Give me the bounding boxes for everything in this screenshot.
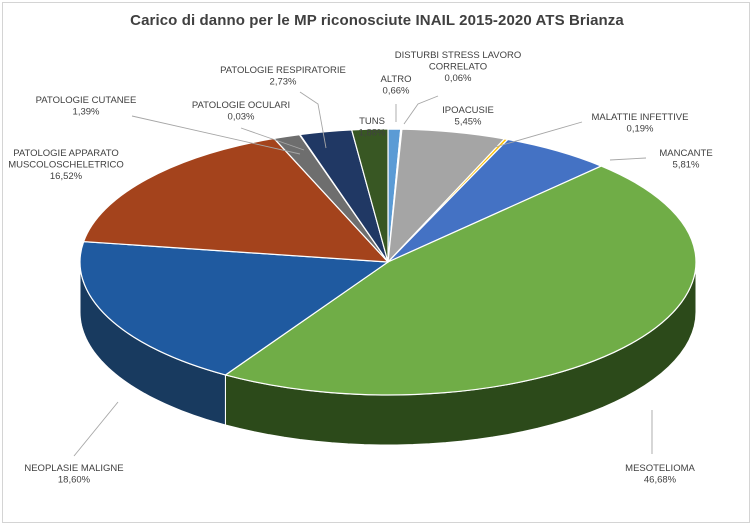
leader-line-disturbi-stress-lavoro-correlato (403, 95, 439, 125)
data-label-name-mancante: MANCANTE (659, 148, 712, 159)
data-label-name-malattie-infettive: MALATTIE INFETTIVE (592, 112, 689, 123)
data-label-value-tuns: 1,88% (359, 128, 386, 139)
data-label-value-patologie-apparato-muscoloscheletrico: 16,52% (50, 171, 83, 182)
data-label-value-patologie-cutanee: 1,39% (73, 107, 100, 118)
pie-slice-neoplasie-maligne (79, 241, 389, 376)
leader-line-patologie-respiratorie (299, 91, 327, 149)
leader-line-patologie-cutanee (131, 115, 301, 155)
data-label-value-patologie-oculari: 0,03% (228, 112, 255, 123)
data-label-value-patologie-respiratorie: 2,73% (270, 77, 297, 88)
data-label-name-disturbi-stress-lavoro-correlato-1: DISTURBI STRESS LAVORO (395, 50, 522, 61)
data-label-name-mesotelioma: MESOTELIOMA (625, 463, 695, 474)
leader-line-patologie-oculari (240, 127, 305, 151)
data-label-value-ipoacusie: 5,45% (455, 117, 482, 128)
pie-leader-lines (73, 91, 653, 457)
data-label-name-disturbi-stress-lavoro-correlato-2: CORRELATO (429, 62, 487, 73)
data-label-value-disturbi-stress-lavoro-correlato: 0,06% (445, 73, 472, 84)
data-label-value-altro: 0,66% (383, 86, 410, 97)
data-label-name-patologie-cutanee: PATOLOGIE CUTANEE (36, 95, 137, 106)
leader-line-mancante (609, 157, 647, 161)
leader-line-malattie-infettive (491, 121, 583, 149)
pie-slice-tuns (351, 128, 389, 263)
data-label-name-tuns: TUNS (359, 116, 385, 127)
data-label-name-patologie-apparato-muscoloscheletrico-1: PATOLOGIE APPARATO (13, 148, 119, 159)
data-label-name-patologie-oculari: PATOLOGIE OCULARI (192, 100, 290, 111)
data-label-name-patologie-respiratorie: PATOLOGIE RESPIRATORIE (220, 65, 346, 76)
data-label-value-neoplasie-maligne: 18,60% (58, 475, 91, 486)
data-label-name-ipoacusie: IPOACUSIE (442, 105, 494, 116)
data-label-value-mesotelioma: 46,68% (644, 475, 677, 486)
pie-slices (79, 128, 697, 396)
pie-slice-mesotelioma (224, 165, 697, 396)
data-label-name-patologie-apparato-muscoloscheletrico-2: MUSCOLOSCHELETRICO (8, 160, 124, 171)
pie-slice-patologie-apparato-muscoloscheletrico (83, 137, 389, 263)
data-label-value-malattie-infettive: 0,19% (627, 124, 654, 135)
data-label-name-altro: ALTRO (381, 74, 412, 85)
data-label-name-neoplasie-maligne: NEOPLASIE MALIGNE (24, 463, 123, 474)
leader-line-neoplasie-maligne (73, 401, 119, 457)
chart-title: Carico di danno per le MP riconosciute I… (130, 12, 624, 29)
data-label-value-mancante: 5,81% (673, 160, 700, 171)
